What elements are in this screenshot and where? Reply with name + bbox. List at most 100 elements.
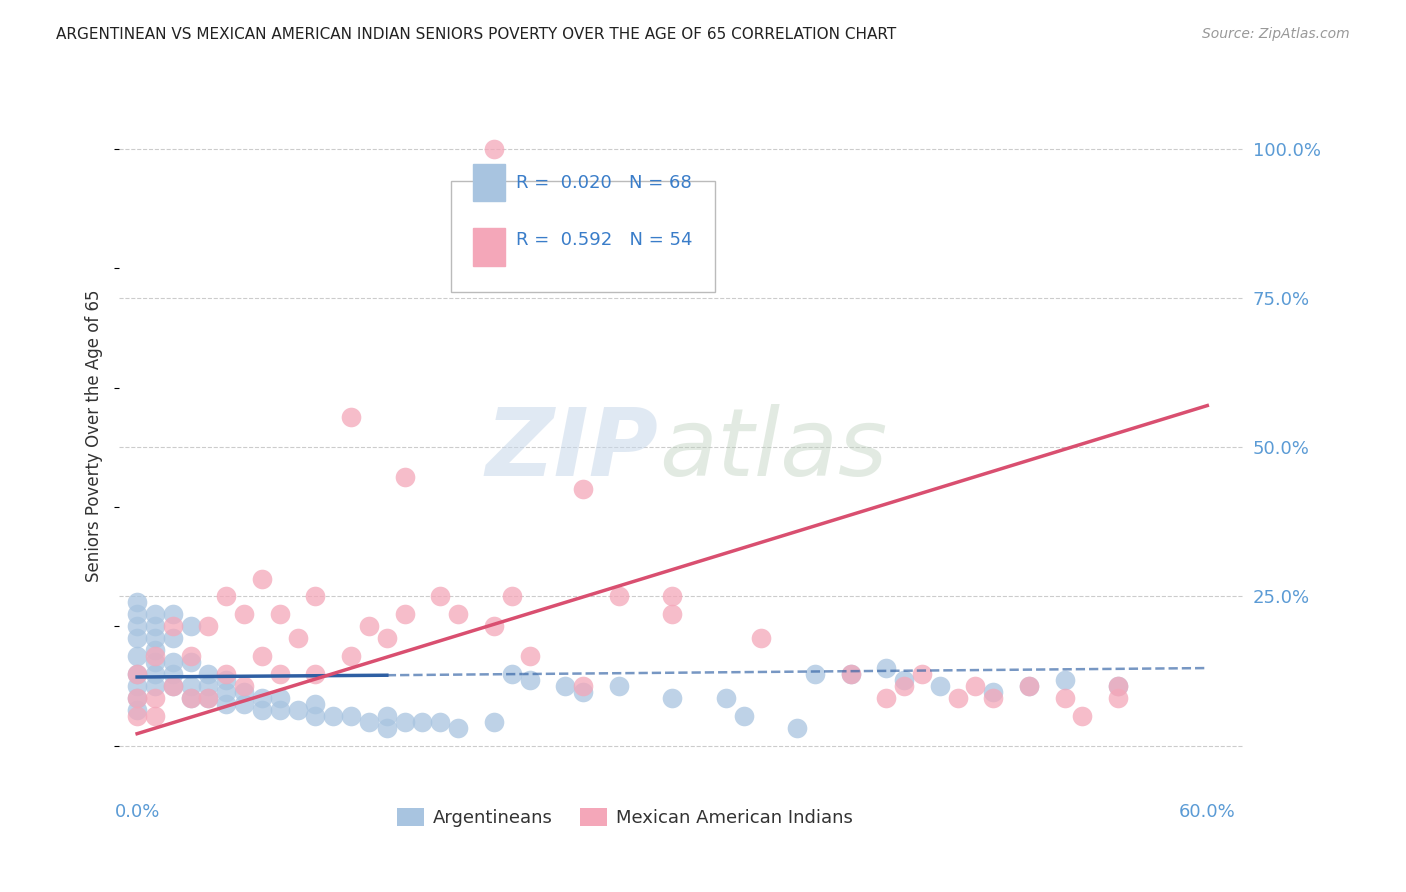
Point bbox=[572, 679, 595, 693]
Point bbox=[269, 690, 291, 705]
Point bbox=[1107, 679, 1129, 693]
Point bbox=[447, 607, 470, 622]
Point bbox=[981, 685, 1004, 699]
Point bbox=[127, 679, 149, 693]
Point bbox=[162, 667, 184, 681]
Point bbox=[751, 632, 773, 646]
Point bbox=[143, 649, 166, 664]
Y-axis label: Seniors Poverty Over the Age of 65: Seniors Poverty Over the Age of 65 bbox=[86, 289, 103, 582]
Point bbox=[911, 667, 934, 681]
Point bbox=[197, 667, 219, 681]
Point bbox=[287, 632, 309, 646]
Point bbox=[981, 690, 1004, 705]
Point bbox=[661, 690, 683, 705]
Point bbox=[143, 708, 166, 723]
Point bbox=[197, 690, 219, 705]
Point bbox=[1053, 690, 1076, 705]
Point bbox=[215, 697, 238, 711]
Point bbox=[143, 619, 166, 633]
Point bbox=[180, 679, 202, 693]
Point bbox=[482, 714, 505, 729]
Point bbox=[233, 679, 256, 693]
Point bbox=[197, 619, 219, 633]
Point bbox=[180, 690, 202, 705]
Point bbox=[269, 667, 291, 681]
Point bbox=[127, 690, 149, 705]
Point bbox=[394, 607, 416, 622]
Point bbox=[1018, 679, 1040, 693]
Point bbox=[180, 690, 202, 705]
Point bbox=[482, 142, 505, 156]
Point bbox=[357, 714, 380, 729]
Point bbox=[375, 708, 398, 723]
Point bbox=[215, 667, 238, 681]
Point bbox=[269, 703, 291, 717]
Point bbox=[572, 482, 595, 496]
Text: ZIP: ZIP bbox=[486, 404, 658, 496]
Point bbox=[554, 679, 576, 693]
Point bbox=[197, 690, 219, 705]
Point bbox=[127, 667, 149, 681]
Point bbox=[180, 619, 202, 633]
Point bbox=[127, 708, 149, 723]
Point bbox=[180, 655, 202, 669]
Point bbox=[661, 607, 683, 622]
Point bbox=[250, 690, 273, 705]
Point bbox=[233, 685, 256, 699]
Point bbox=[1018, 679, 1040, 693]
Text: R =  0.592   N = 54: R = 0.592 N = 54 bbox=[516, 231, 692, 249]
Point bbox=[127, 690, 149, 705]
Text: R =  0.020   N = 68: R = 0.020 N = 68 bbox=[516, 174, 692, 192]
Point bbox=[162, 607, 184, 622]
Point bbox=[322, 708, 344, 723]
Point bbox=[304, 697, 326, 711]
Point bbox=[127, 703, 149, 717]
Point bbox=[572, 685, 595, 699]
Point bbox=[394, 714, 416, 729]
Point bbox=[127, 595, 149, 609]
Point bbox=[519, 649, 541, 664]
Point bbox=[519, 673, 541, 687]
Point bbox=[127, 632, 149, 646]
Point bbox=[447, 721, 470, 735]
Point bbox=[411, 714, 433, 729]
Point bbox=[394, 470, 416, 484]
Point bbox=[162, 619, 184, 633]
Point bbox=[375, 721, 398, 735]
Point bbox=[733, 708, 755, 723]
Point bbox=[482, 619, 505, 633]
Bar bbox=[474, 228, 505, 266]
Point bbox=[162, 679, 184, 693]
Point bbox=[340, 708, 363, 723]
Point bbox=[127, 649, 149, 664]
Point bbox=[928, 679, 950, 693]
Point bbox=[162, 679, 184, 693]
Point bbox=[197, 679, 219, 693]
Point bbox=[143, 667, 166, 681]
Point bbox=[804, 667, 827, 681]
Point bbox=[162, 632, 184, 646]
Point bbox=[304, 708, 326, 723]
Point bbox=[893, 679, 915, 693]
Point bbox=[250, 649, 273, 664]
Point bbox=[304, 590, 326, 604]
Point bbox=[143, 607, 166, 622]
Point bbox=[501, 590, 523, 604]
Text: ARGENTINEAN VS MEXICAN AMERICAN INDIAN SENIORS POVERTY OVER THE AGE OF 65 CORREL: ARGENTINEAN VS MEXICAN AMERICAN INDIAN S… bbox=[56, 27, 897, 42]
Point bbox=[357, 619, 380, 633]
Point bbox=[607, 590, 630, 604]
Point bbox=[269, 607, 291, 622]
Point bbox=[839, 667, 862, 681]
Point bbox=[607, 679, 630, 693]
Point bbox=[127, 619, 149, 633]
Point bbox=[429, 590, 451, 604]
Point bbox=[661, 590, 683, 604]
Point bbox=[233, 697, 256, 711]
Point bbox=[875, 690, 897, 705]
Point bbox=[180, 649, 202, 664]
Point bbox=[143, 643, 166, 657]
Point bbox=[143, 632, 166, 646]
Point bbox=[233, 607, 256, 622]
Point bbox=[250, 572, 273, 586]
Point bbox=[875, 661, 897, 675]
